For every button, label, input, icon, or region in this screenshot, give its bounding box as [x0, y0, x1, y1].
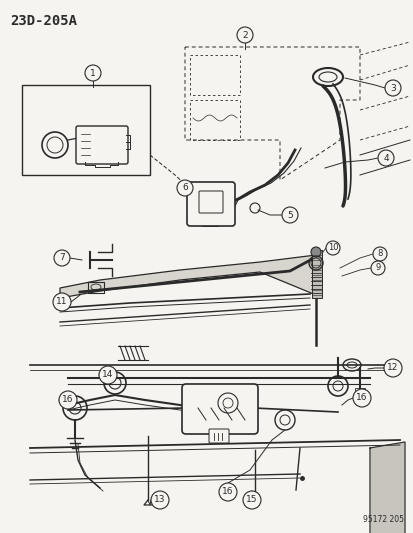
FancyBboxPatch shape [209, 429, 228, 443]
Circle shape [310, 247, 320, 257]
Circle shape [85, 65, 101, 81]
Bar [354, 392, 364, 395]
Text: 6: 6 [182, 183, 188, 192]
Circle shape [151, 491, 169, 509]
Text: 7: 7 [59, 254, 65, 262]
Text: 23D-205A: 23D-205A [10, 14, 77, 28]
Circle shape [177, 180, 192, 196]
Circle shape [377, 150, 393, 166]
Text: 11: 11 [56, 297, 68, 306]
Circle shape [370, 261, 384, 275]
Bar [354, 388, 364, 391]
Circle shape [218, 483, 236, 501]
Bar [22, 85, 150, 175]
Bar [354, 400, 364, 403]
Circle shape [352, 389, 370, 407]
Text: 16: 16 [356, 393, 367, 402]
Text: 16: 16 [62, 395, 74, 405]
Text: 13: 13 [154, 496, 165, 505]
Text: 10: 10 [327, 244, 337, 253]
Bar [311, 250, 321, 298]
Circle shape [59, 391, 77, 409]
Text: 8: 8 [376, 249, 382, 259]
Text: 16: 16 [222, 488, 233, 497]
Text: 3: 3 [389, 84, 395, 93]
Text: 5: 5 [287, 211, 292, 220]
FancyBboxPatch shape [187, 182, 235, 226]
Text: 1: 1 [90, 69, 96, 77]
Circle shape [384, 80, 400, 96]
Circle shape [53, 293, 71, 311]
Circle shape [99, 366, 117, 384]
Circle shape [281, 207, 297, 223]
Circle shape [54, 250, 70, 266]
Polygon shape [60, 255, 315, 298]
Text: 9: 9 [375, 263, 380, 272]
Text: 4: 4 [382, 154, 388, 163]
Circle shape [325, 241, 339, 255]
Text: 95172 205: 95172 205 [362, 515, 403, 524]
Text: 14: 14 [102, 370, 114, 379]
Circle shape [372, 247, 386, 261]
FancyBboxPatch shape [199, 191, 223, 213]
Bar [354, 396, 364, 399]
Circle shape [242, 491, 260, 509]
Text: 12: 12 [387, 364, 398, 373]
Text: 15: 15 [246, 496, 257, 505]
FancyBboxPatch shape [76, 126, 128, 164]
Polygon shape [369, 442, 404, 533]
FancyBboxPatch shape [182, 384, 257, 434]
Text: 2: 2 [242, 30, 247, 39]
Circle shape [236, 27, 252, 43]
Circle shape [383, 359, 401, 377]
